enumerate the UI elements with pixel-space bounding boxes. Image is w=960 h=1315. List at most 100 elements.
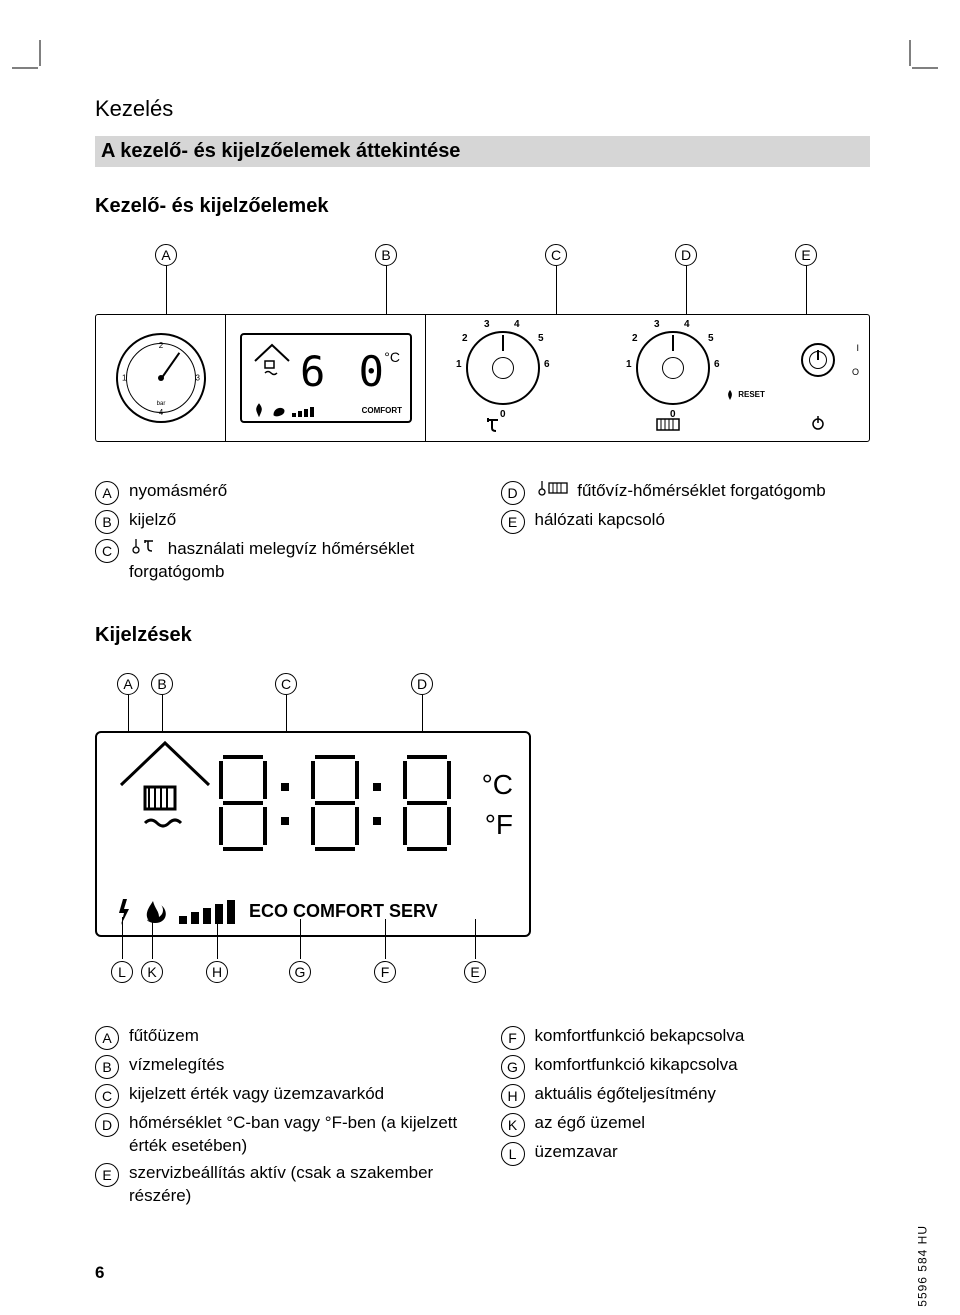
- bars-icon: [179, 900, 239, 924]
- lg2-d-t: hőmérséklet °C-ban vagy °F-ben (a kijelz…: [129, 1112, 465, 1158]
- gauge-num-3: 3: [196, 374, 200, 383]
- flame-icon-big: [141, 901, 169, 923]
- lcdb-c: C: [275, 673, 297, 695]
- lcd-legend: Afűtőüzem Bvízmelegítés Ckijelzett érték…: [95, 1025, 870, 1212]
- lg1-c-text: használati melegvíz hőmérséklet forgatóg…: [129, 538, 465, 584]
- lg2-l: L: [501, 1142, 525, 1166]
- thermo-tap-icon: [131, 538, 159, 561]
- k1-1: 1: [456, 359, 462, 370]
- lcd-unit: °C: [384, 349, 400, 365]
- lg1-b-text: kijelző: [129, 509, 465, 532]
- lg2-f-t: komfortfunkció bekapcsolva: [535, 1025, 871, 1048]
- comfort-label: COMFORT: [362, 406, 402, 415]
- section-title: Kezelés: [95, 96, 870, 122]
- lg2-e: E: [95, 1163, 119, 1187]
- lg2-d: D: [95, 1113, 119, 1137]
- subsection-title-bar: A kezelő- és kijelzőelemek áttekintése: [95, 136, 870, 167]
- unit-c: °C: [482, 769, 513, 801]
- control-panel-diagram: A B C D E 2 1 3 4 bar: [95, 244, 870, 454]
- power-icon: [811, 416, 825, 433]
- k1-2: 2: [462, 333, 468, 344]
- heating-knob[interactable]: [636, 331, 710, 405]
- lcd-display-small: 6 0 °C COMFORT: [226, 315, 426, 441]
- k1-4: 4: [514, 319, 520, 330]
- k2-2: 2: [632, 333, 638, 344]
- gauge-num-2: 2: [159, 341, 163, 350]
- unit-f: °F: [485, 809, 513, 841]
- lcdb-e: E: [464, 961, 486, 983]
- k1-5: 5: [538, 333, 544, 344]
- lg2-b-t: vízmelegítés: [129, 1054, 465, 1077]
- sw-off-label: O: [852, 367, 859, 377]
- lg2-a-t: fűtőüzem: [129, 1025, 465, 1048]
- lcdb-b: B: [151, 673, 173, 695]
- crop-mark-tl: [10, 38, 54, 82]
- lcdb-l: L: [111, 961, 133, 983]
- panel-callout-d: D: [675, 244, 697, 266]
- lcdb-h: H: [206, 961, 228, 983]
- gauge-num-4: 4: [159, 408, 163, 417]
- lg2-h: H: [501, 1084, 525, 1108]
- pressure-gauge: 2 1 3 4 bar: [96, 315, 226, 441]
- lg2-k-t: az égő üzemel: [535, 1112, 871, 1135]
- fault-icon: [115, 899, 131, 925]
- knobs-area: 1 2 3 4 5 6 0 1 2 3 4 5 6 0: [426, 315, 869, 441]
- power-switch[interactable]: [801, 343, 835, 377]
- lg2-k: K: [501, 1113, 525, 1137]
- k2-4: 4: [684, 319, 690, 330]
- lg1-d-text: fűtővíz-hőmérséklet forgatógomb: [535, 480, 871, 503]
- lcd-value: 6 0: [300, 347, 388, 396]
- lg2-b: B: [95, 1055, 119, 1079]
- thermo-radiator-icon: [537, 480, 569, 503]
- radiator-icon: [656, 416, 686, 435]
- lcdb-k: K: [141, 961, 163, 983]
- lg2-c: C: [95, 1084, 119, 1108]
- lg1-e: E: [501, 510, 525, 534]
- panel-legend: Anyomásmérő Bkijelző C használati melegv…: [95, 480, 870, 588]
- k1-6: 6: [544, 359, 550, 370]
- lg2-g-t: komfortfunkció kikapcsolva: [535, 1054, 871, 1077]
- eco-comfort-serv-text: ECO COMFORT SERV: [249, 901, 438, 922]
- lg1-a-text: nyomásmérő: [129, 480, 465, 503]
- lg2-f: F: [501, 1026, 525, 1050]
- document-code: 5596 584 HU: [916, 1225, 930, 1307]
- reset-icon: RESET: [724, 389, 765, 401]
- lcdb-a: A: [117, 673, 139, 695]
- house-icon: [252, 341, 292, 385]
- lg1-e-text: hálózati kapcsoló: [535, 509, 871, 532]
- display-heading: Kijelzések: [95, 624, 870, 647]
- signal-bars-icon: [292, 405, 320, 417]
- gauge-num-1: 1: [122, 374, 126, 383]
- panel-callout-b: B: [375, 244, 397, 266]
- lg1-a: A: [95, 481, 119, 505]
- lg2-g: G: [501, 1055, 525, 1079]
- lg1-d: D: [501, 481, 525, 505]
- gauge-unit: bar: [157, 401, 166, 407]
- panel-callout-c: C: [545, 244, 567, 266]
- lg1-b: B: [95, 510, 119, 534]
- lg2-e-t: szervizbeállítás aktív (csak a szakember…: [129, 1162, 465, 1208]
- lg2-a: A: [95, 1026, 119, 1050]
- house-large-icon: [117, 735, 213, 855]
- dhw-knob[interactable]: [466, 331, 540, 405]
- panel-callout-e: E: [795, 244, 817, 266]
- lcdb-g: G: [289, 961, 311, 983]
- k2-6: 6: [714, 359, 720, 370]
- lcdb-f: F: [374, 961, 396, 983]
- k2-5: 5: [708, 333, 714, 344]
- k2-3: 3: [654, 319, 660, 330]
- lcd-detail-diagram: A B C D: [95, 673, 531, 993]
- panel-heading: Kezelő- és kijelzőelemek: [95, 195, 870, 218]
- page-number: 6: [95, 1263, 104, 1283]
- flame-icon: [252, 403, 266, 417]
- lg2-c-t: kijelzett érték vagy üzemzavarkód: [129, 1083, 465, 1106]
- sw-on-label: I: [856, 343, 859, 353]
- lcdb-d: D: [411, 673, 433, 695]
- panel-callout-a: A: [155, 244, 177, 266]
- k2-1: 1: [626, 359, 632, 370]
- k1-3: 3: [484, 319, 490, 330]
- lg1-c: C: [95, 539, 119, 563]
- lg2-h-t: aktuális égőteljesítmény: [535, 1083, 871, 1106]
- crop-mark-tr: [896, 38, 940, 82]
- eco-leaf-icon: [272, 405, 286, 417]
